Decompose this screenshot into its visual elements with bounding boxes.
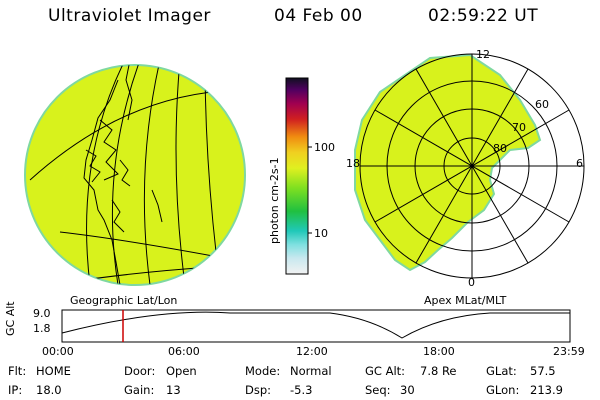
mlt-18-label: 18 xyxy=(346,157,360,170)
seq-label: Seq: xyxy=(365,383,391,397)
timeline-xtick-0000: 00:00 xyxy=(42,345,74,358)
mlt-6-label: 6 xyxy=(576,157,583,170)
polar-image xyxy=(354,53,585,279)
door-label: Door: xyxy=(124,364,156,378)
glon-value: 213.9 xyxy=(530,383,563,397)
flt-value: HOME xyxy=(36,364,71,378)
timeline-plot xyxy=(61,309,571,343)
gcalt-label: GC Alt: xyxy=(365,364,406,378)
door-value: Open xyxy=(166,364,197,378)
timeline-xtick-0600: 06:00 xyxy=(168,345,200,358)
timeline-xtick-1200: 12:00 xyxy=(296,345,328,358)
instrument-title: Ultraviolet Imager xyxy=(48,6,211,26)
mode-value: Normal xyxy=(290,364,332,378)
flt-label: Flt: xyxy=(8,364,27,378)
timeline-axis-label: GC Alt xyxy=(4,301,17,336)
geographic-label: Geographic Lat/Lon xyxy=(70,294,178,307)
polar-label: Apex MLat/MLT xyxy=(424,294,507,307)
geographic-image xyxy=(24,64,246,286)
glat-label: GLat: xyxy=(486,364,517,378)
dsp-value: -5.3 xyxy=(290,383,313,397)
time-label: 02:59:22 UT xyxy=(428,6,539,26)
lat-60-label: 60 xyxy=(535,98,549,111)
gain-value: 13 xyxy=(166,383,181,397)
polar-grid xyxy=(359,53,585,279)
lat-80-label: 80 xyxy=(493,142,507,155)
lat-70-label: 70 xyxy=(512,121,526,134)
timeline-xtick-1800: 18:00 xyxy=(423,345,455,358)
colorbar xyxy=(285,77,309,275)
gcalt-value: 7.8 Re xyxy=(420,364,457,378)
colorbar-tick-10: 10 xyxy=(314,227,328,240)
mlt-12-label: 12 xyxy=(476,48,490,61)
timeline-ytick-9: 9.0 xyxy=(33,307,51,320)
date-label: 04 Feb 00 xyxy=(274,6,363,26)
glon-label: GLon: xyxy=(486,383,520,397)
mode-label: Mode: xyxy=(245,364,281,378)
glat-value: 57.5 xyxy=(530,364,556,378)
colorbar-tick-100: 100 xyxy=(314,141,335,154)
seq-value: 30 xyxy=(400,383,415,397)
mlt-0-label: 0 xyxy=(468,276,475,289)
ip-value: 18.0 xyxy=(36,383,62,397)
coastline xyxy=(83,65,163,285)
ip-label: IP: xyxy=(8,383,23,397)
timeline-xtick-2359: 23:59 xyxy=(553,345,585,358)
dsp-label: Dsp: xyxy=(245,383,272,397)
gain-label: Gain: xyxy=(124,383,155,397)
timeline-ytick-1.8: 1.8 xyxy=(33,322,51,335)
colorbar-label: photon cm-2s-1 xyxy=(268,157,281,244)
